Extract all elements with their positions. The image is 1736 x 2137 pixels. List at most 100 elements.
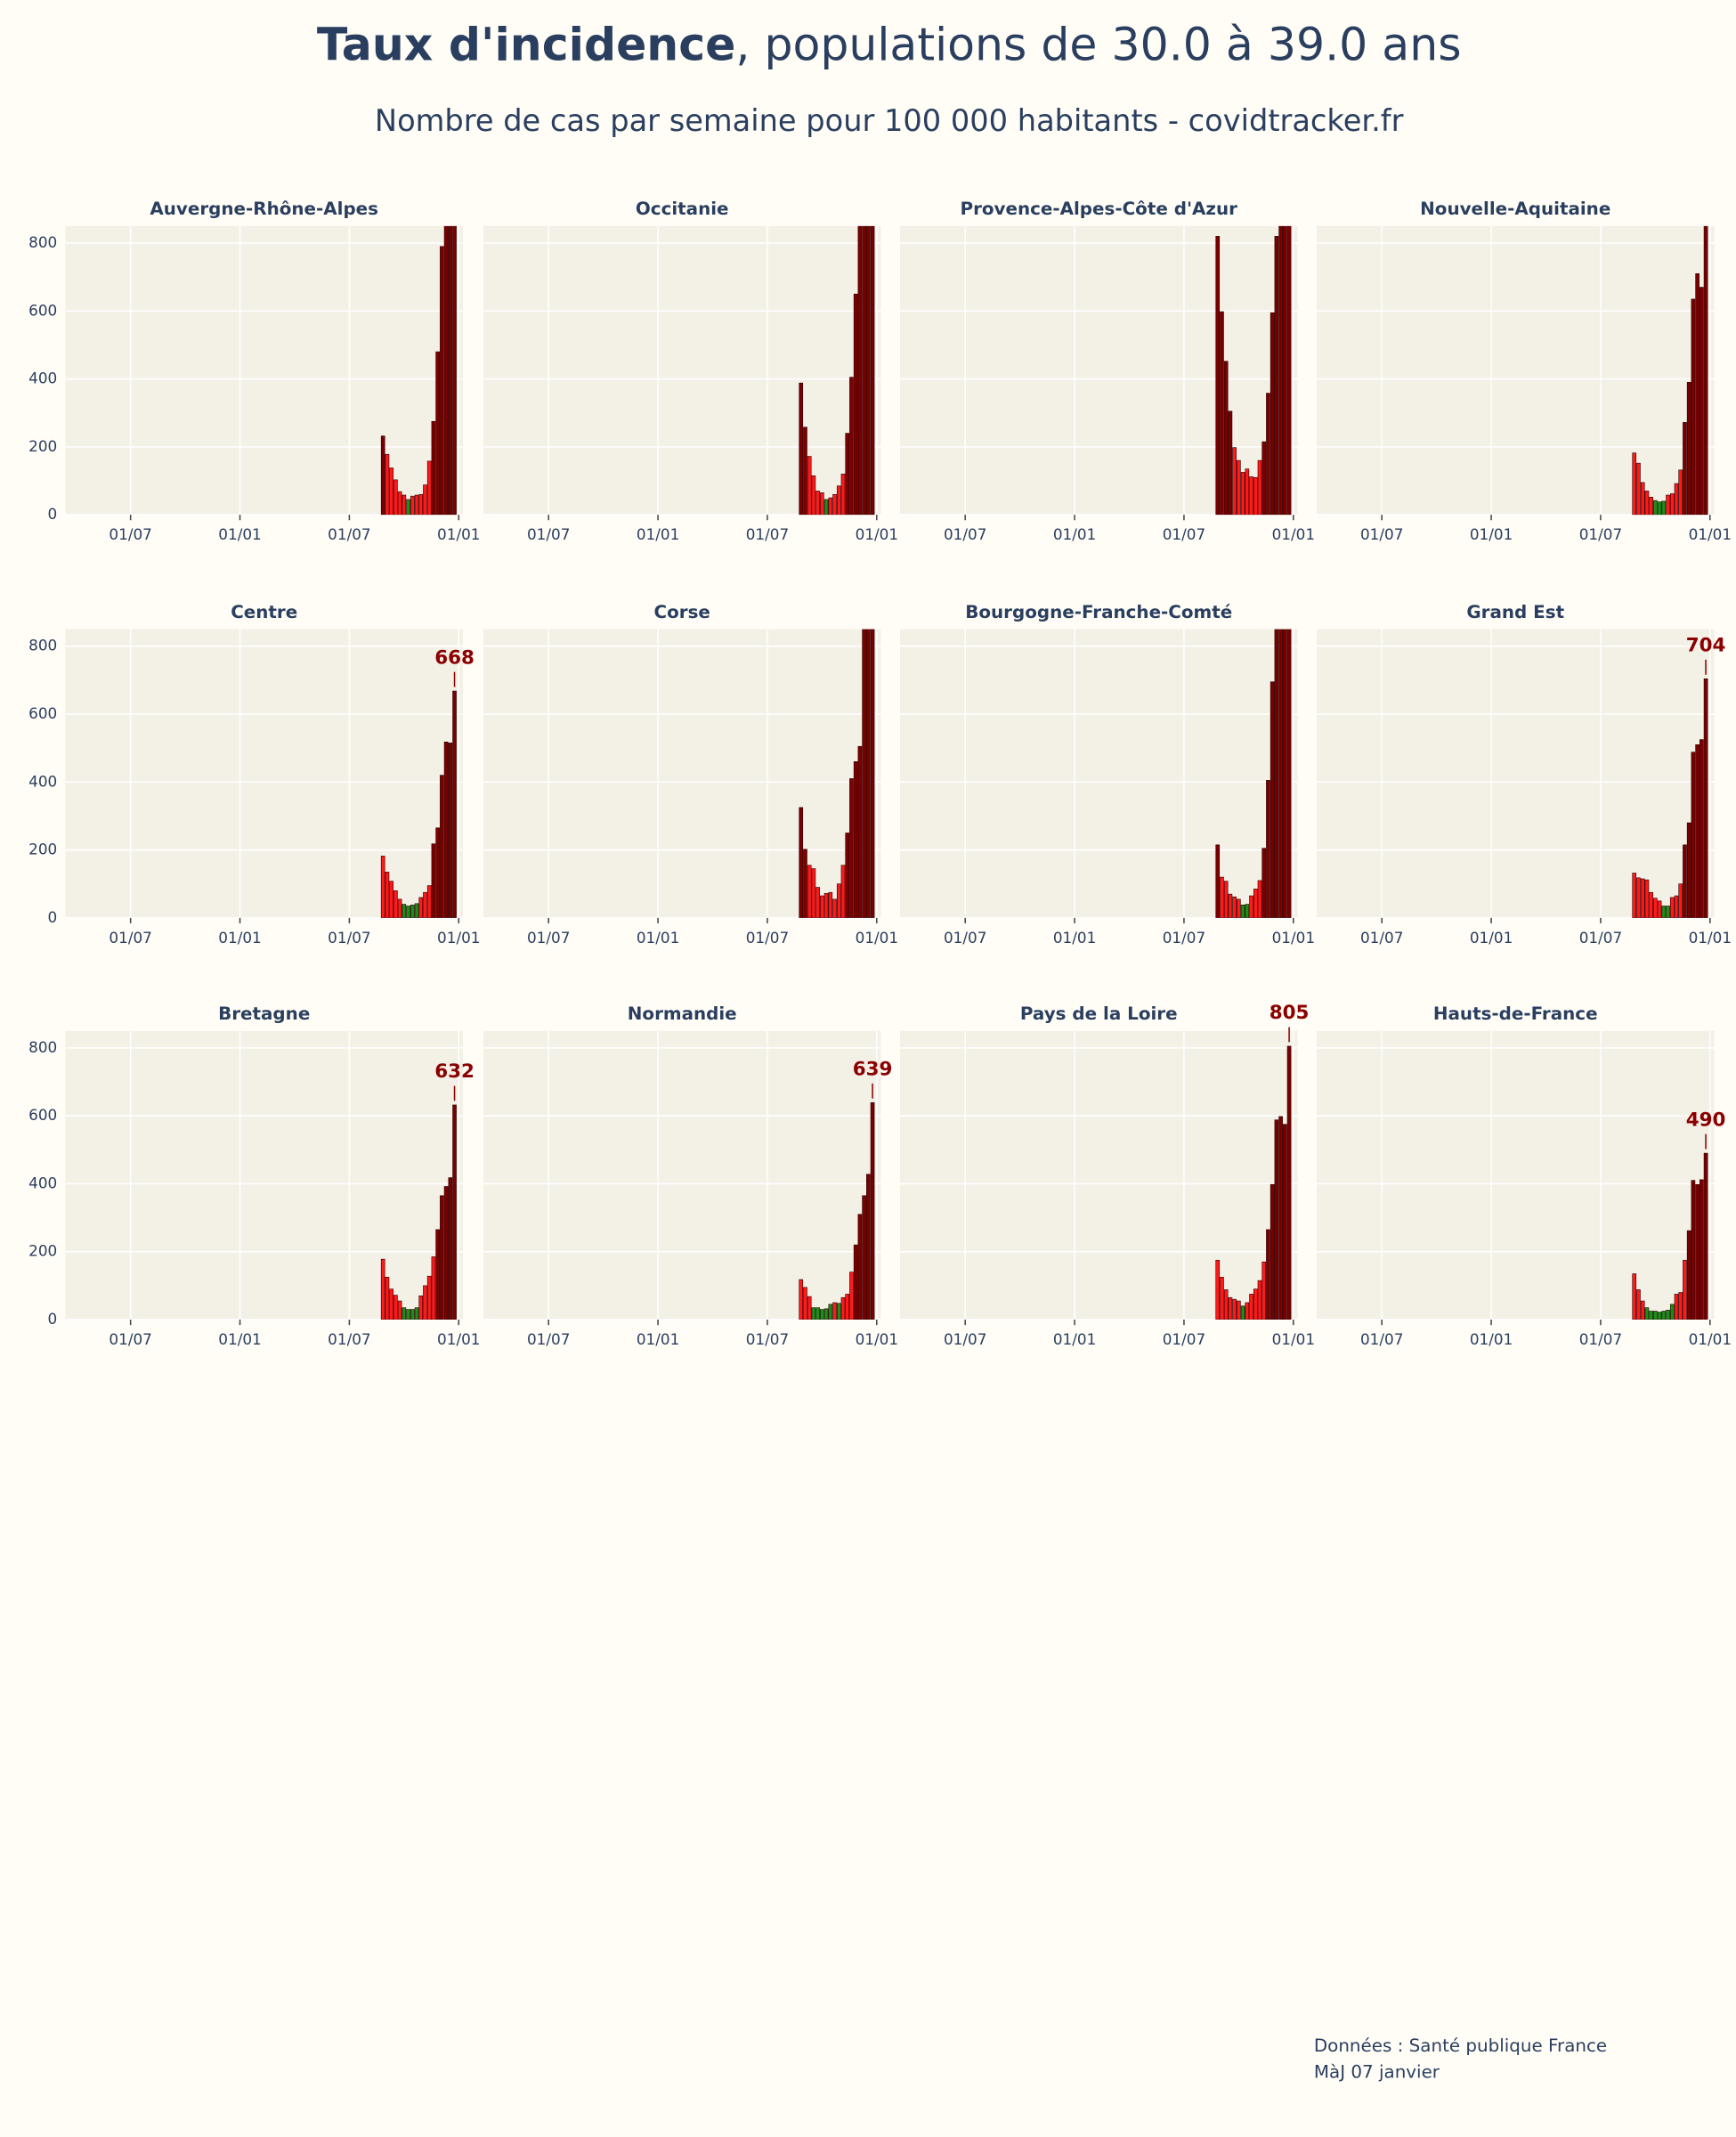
bar bbox=[1666, 906, 1670, 918]
y-tick-label: 0 bbox=[48, 908, 58, 926]
bar bbox=[440, 775, 444, 918]
x-tick-label: 01/01 bbox=[856, 525, 898, 543]
bar bbox=[1257, 1280, 1262, 1320]
bar bbox=[862, 225, 866, 516]
y-tick-label: 600 bbox=[28, 301, 57, 319]
bar bbox=[440, 246, 444, 516]
bar bbox=[418, 897, 424, 918]
bars bbox=[1632, 1152, 1708, 1320]
y-tick-label: 400 bbox=[28, 1174, 57, 1191]
panel-title: Pays de la Loire bbox=[1020, 1003, 1178, 1024]
bar bbox=[1703, 1152, 1708, 1320]
bar bbox=[823, 499, 829, 516]
bar bbox=[1632, 452, 1637, 516]
bar bbox=[870, 225, 875, 516]
bar bbox=[1237, 1300, 1241, 1320]
bar bbox=[862, 1195, 866, 1320]
bar bbox=[820, 492, 824, 516]
bar bbox=[1237, 898, 1241, 918]
bar bbox=[1691, 298, 1696, 516]
x-tick-label: 01/07 bbox=[1579, 1330, 1622, 1348]
plot-area bbox=[65, 225, 463, 516]
bar bbox=[1228, 410, 1233, 516]
plot-area bbox=[65, 1030, 463, 1320]
bar bbox=[1270, 1183, 1275, 1320]
x-tick-label: 01/01 bbox=[1272, 929, 1315, 947]
bar bbox=[1683, 844, 1687, 918]
bar bbox=[406, 906, 410, 918]
bar bbox=[1640, 878, 1645, 918]
bar bbox=[1240, 472, 1245, 516]
bar bbox=[406, 499, 410, 516]
bar bbox=[1266, 1229, 1270, 1320]
panel-title: Nouvelle-Aquitaine bbox=[1420, 199, 1610, 219]
bar bbox=[435, 827, 440, 918]
bar bbox=[452, 225, 457, 516]
bar bbox=[402, 494, 407, 516]
x-tick-label: 01/01 bbox=[1689, 525, 1732, 543]
panel: 0 200 400 600 800 01/07 01/01 01/07 01/01 632 Bret… bbox=[28, 1003, 480, 1348]
bar bbox=[393, 1295, 398, 1320]
bar bbox=[803, 849, 807, 918]
bar bbox=[1257, 880, 1262, 918]
bar bbox=[440, 1195, 444, 1320]
bar bbox=[832, 898, 837, 918]
bar bbox=[1257, 459, 1262, 516]
bar bbox=[393, 890, 398, 918]
bar bbox=[435, 351, 440, 516]
bar bbox=[1699, 287, 1704, 516]
x-tick-label: 01/01 bbox=[1053, 929, 1096, 947]
bar bbox=[385, 1277, 390, 1320]
bar bbox=[1640, 482, 1645, 516]
bar bbox=[1653, 500, 1658, 516]
annotation-label: 632 bbox=[434, 1060, 475, 1083]
footer-source: Données : Santé publique France bbox=[1314, 2035, 1607, 2056]
bar bbox=[849, 377, 854, 516]
bar bbox=[1686, 1230, 1691, 1320]
y-tick-label: 800 bbox=[28, 1038, 57, 1056]
bar bbox=[823, 1308, 829, 1320]
bar bbox=[1261, 848, 1267, 918]
bar bbox=[820, 1309, 824, 1320]
bar bbox=[840, 474, 846, 516]
bar bbox=[849, 1272, 854, 1320]
bars bbox=[799, 629, 875, 918]
bar bbox=[1683, 1259, 1687, 1320]
bar bbox=[1686, 382, 1691, 516]
bar bbox=[853, 1244, 858, 1320]
bar bbox=[406, 1309, 410, 1320]
bar bbox=[1666, 1310, 1670, 1320]
bar bbox=[1266, 780, 1270, 918]
x-tick-label: 01/01 bbox=[218, 525, 261, 543]
bar bbox=[1253, 1288, 1258, 1320]
bar bbox=[410, 1309, 415, 1320]
bar bbox=[443, 1186, 449, 1320]
y-tick-label: 0 bbox=[48, 505, 58, 523]
bar bbox=[1249, 1294, 1253, 1320]
panel: 01/07 01/01 01/07 01/01 490 Hauts-de-France bbox=[1316, 1003, 1732, 1348]
bar bbox=[1253, 889, 1258, 918]
bar bbox=[811, 868, 816, 918]
panel-title: Centre bbox=[231, 602, 297, 622]
bar bbox=[1653, 898, 1658, 918]
y-tick-label: 400 bbox=[28, 772, 57, 790]
bar bbox=[389, 881, 393, 918]
bar bbox=[815, 491, 820, 516]
bar bbox=[1228, 1296, 1233, 1320]
bar bbox=[857, 745, 863, 918]
bar bbox=[1632, 873, 1637, 918]
plot-area bbox=[899, 629, 1298, 918]
annotation-label: 490 bbox=[1686, 1109, 1726, 1131]
bar bbox=[1686, 822, 1691, 918]
x-tick-label: 01/07 bbox=[109, 929, 151, 947]
plot-area bbox=[1316, 1030, 1715, 1320]
bar bbox=[799, 1279, 804, 1320]
bar bbox=[410, 905, 415, 918]
bar bbox=[1699, 1179, 1704, 1320]
bar bbox=[389, 467, 393, 516]
x-tick-label: 01/07 bbox=[944, 929, 986, 947]
bar bbox=[807, 456, 812, 516]
x-tick-label: 01/01 bbox=[1272, 1330, 1315, 1348]
bar bbox=[815, 1307, 820, 1320]
